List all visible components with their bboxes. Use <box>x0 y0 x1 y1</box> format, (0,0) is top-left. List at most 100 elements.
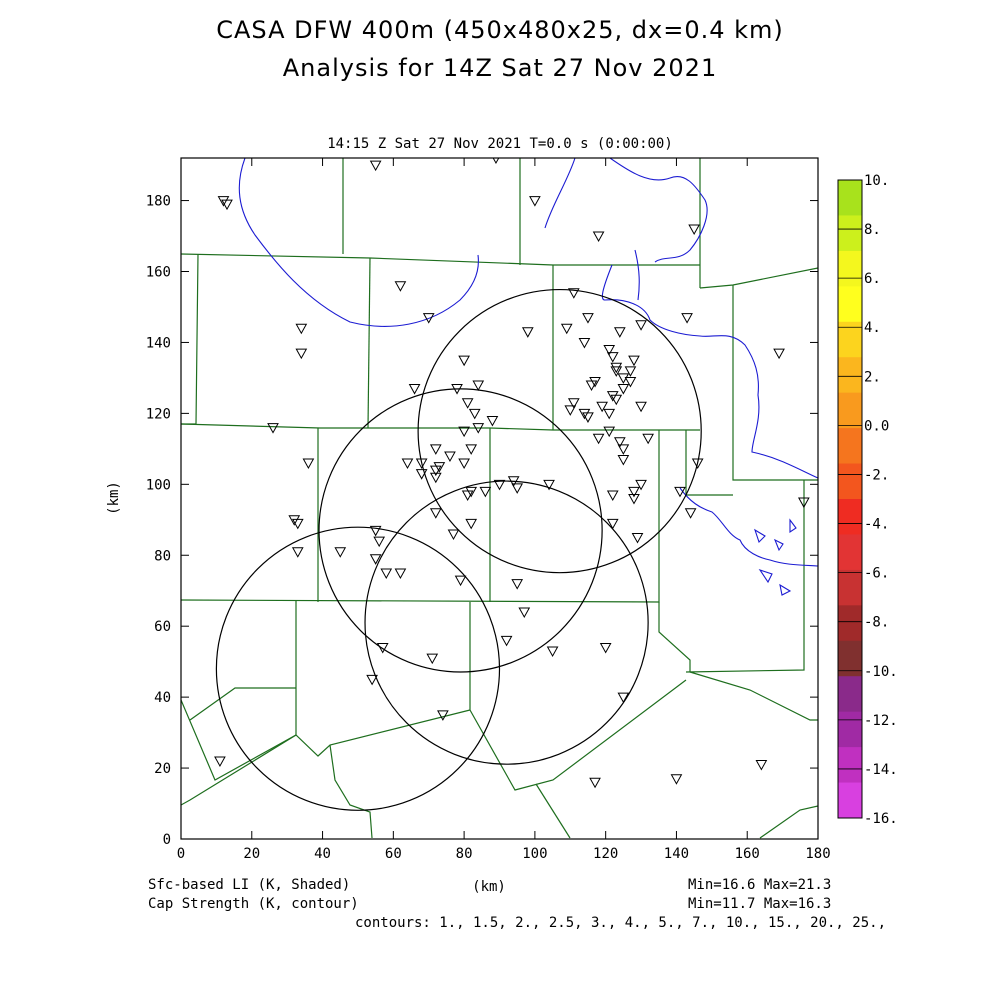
station-marker <box>543 479 555 491</box>
station-marker <box>465 518 478 530</box>
colorbar-swatch <box>838 569 862 606</box>
station-marker <box>291 547 304 558</box>
station-marker <box>447 529 460 540</box>
station-marker <box>472 380 485 392</box>
station-marker <box>511 579 524 590</box>
station-marker <box>567 398 580 409</box>
station-marker <box>624 366 637 377</box>
radar-range-ring <box>417 288 702 574</box>
station-marker <box>773 348 785 360</box>
contour-levels: contours: 1., 1.5, 2., 2.5, 3., 4., 5., … <box>355 915 887 931</box>
colorbar-label: -2. <box>864 467 889 483</box>
station-marker <box>599 642 612 654</box>
station-marker <box>493 479 506 491</box>
station-marker <box>624 376 637 388</box>
station-marker <box>628 355 640 367</box>
station-marker <box>635 320 647 331</box>
x-axis-label: (km) <box>472 879 506 895</box>
station-marker <box>628 486 640 498</box>
colorbar-swatch <box>838 711 862 748</box>
colorbar-swatch <box>838 534 862 571</box>
y-tick-label: 20 <box>154 761 171 777</box>
y-tick-label: 140 <box>146 335 171 351</box>
shaded-field-range: Min=16.6 Max=21.3 <box>688 877 832 893</box>
station-marker <box>628 494 640 505</box>
x-tick-label: 60 <box>385 846 402 862</box>
station-marker <box>635 401 647 413</box>
station-marker <box>454 575 467 587</box>
station-marker <box>486 415 499 427</box>
station-marker <box>691 458 704 470</box>
station-marker <box>408 384 421 395</box>
colorbar-label: 0.0 <box>864 418 889 434</box>
x-tick-label: 40 <box>314 846 331 862</box>
colorbar-label: -16. <box>864 811 898 827</box>
colorbar-swatch <box>838 357 862 394</box>
station-marker <box>458 458 470 470</box>
station-marker <box>606 490 619 501</box>
station-marker <box>596 401 608 413</box>
station-marker <box>429 472 442 484</box>
radar-range-ring <box>215 526 501 811</box>
station-marker <box>631 533 644 544</box>
station-marker <box>681 313 693 324</box>
y-tick-label: 120 <box>146 406 171 422</box>
station-marker <box>617 444 630 455</box>
station-marker <box>578 408 591 420</box>
y-tick-label: 80 <box>154 548 171 564</box>
station-marker <box>564 405 577 416</box>
station-marker <box>589 777 601 789</box>
colorbar-label: -10. <box>864 664 898 680</box>
station-marker <box>426 653 439 665</box>
colorbar-label: -8. <box>864 615 889 631</box>
colorbar-label: -4. <box>864 517 889 533</box>
station-marker <box>578 337 591 349</box>
colorbar-label: 2. <box>864 369 881 385</box>
station-marker <box>376 642 389 654</box>
station-marker <box>479 486 492 498</box>
station-marker <box>433 462 446 473</box>
station-marker <box>585 380 598 392</box>
colorbar-swatch <box>838 640 862 677</box>
station-marker <box>415 469 428 480</box>
station-marker <box>267 423 279 434</box>
station-marker <box>511 483 524 494</box>
station-marker <box>369 160 382 172</box>
station-marker <box>642 433 654 445</box>
colorbar-label: -12. <box>864 713 898 729</box>
station-marker <box>606 518 619 530</box>
station-marker <box>366 674 378 686</box>
station-marker <box>465 444 478 455</box>
station-marker <box>334 547 347 558</box>
x-tick-label: 0 <box>177 846 185 862</box>
station-marker <box>606 391 619 402</box>
station-marker <box>582 313 594 324</box>
colorbar-swatch <box>838 392 862 429</box>
radar-range-ring <box>364 480 649 765</box>
contour-field-range: Min=11.7 Max=16.3 <box>688 896 832 912</box>
station-marker <box>521 327 534 338</box>
colorbar-swatch <box>838 286 862 323</box>
station-marker <box>458 426 470 438</box>
y-tick-label: 60 <box>154 619 171 635</box>
station-marker <box>684 508 697 519</box>
station-marker <box>369 525 382 537</box>
x-tick-label: 20 <box>243 846 260 862</box>
station-marker <box>444 451 456 462</box>
contour-field-label: Cap Strength (K, contour) <box>148 896 359 912</box>
y-tick-label: 160 <box>146 265 171 281</box>
station-markers <box>214 158 810 789</box>
station-marker <box>546 646 559 658</box>
colorbar-swatch <box>838 250 862 287</box>
colorbar-swatch <box>838 676 862 713</box>
colorbar-label: 4. <box>864 320 881 336</box>
station-marker <box>603 345 616 356</box>
station-marker <box>529 196 541 207</box>
station-marker <box>369 554 382 565</box>
x-tick-label: 80 <box>456 846 473 862</box>
station-marker <box>613 437 626 448</box>
station-marker <box>617 384 630 395</box>
radar-range-ring <box>318 388 603 673</box>
station-marker <box>582 412 594 423</box>
colorbar-swatch <box>838 605 862 642</box>
